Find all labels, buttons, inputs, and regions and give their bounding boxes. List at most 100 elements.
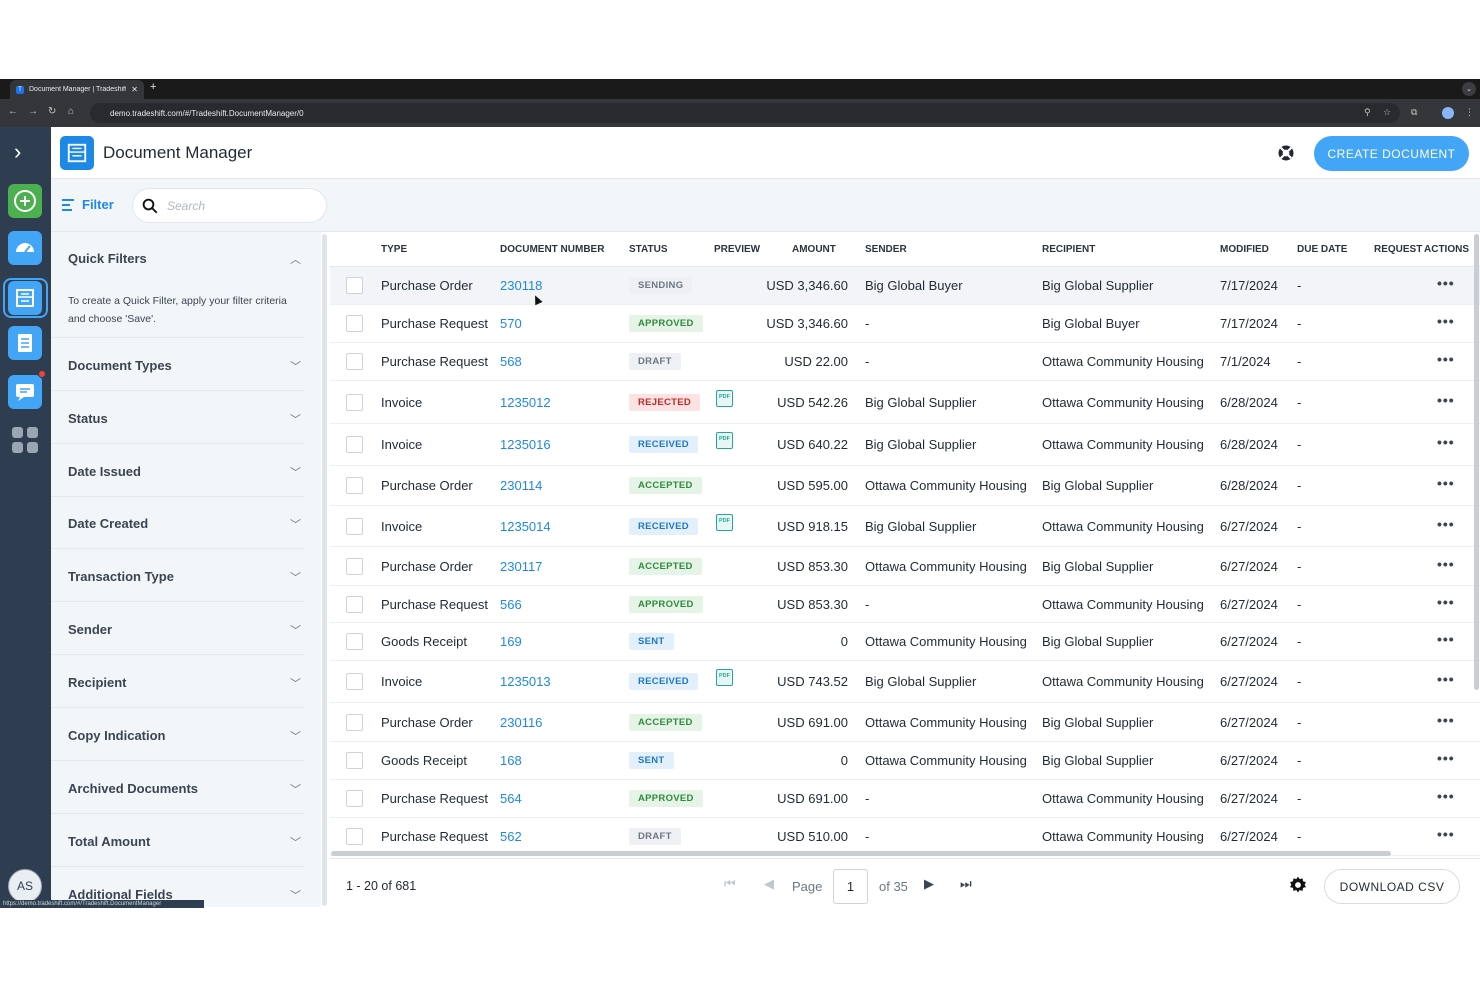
row-actions-more-icon[interactable]: •••	[1437, 313, 1455, 329]
row-checkbox[interactable]	[346, 714, 363, 731]
cell-document-number-link[interactable]: 1235013	[500, 674, 551, 689]
cell-document-number-link[interactable]: 230118	[500, 278, 543, 293]
next-page-icon[interactable]: ▶	[924, 876, 934, 891]
dashboard-icon[interactable]	[8, 231, 42, 265]
row-checkbox[interactable]	[346, 790, 363, 807]
table-row[interactable]: Goods Receipt 168 SENT 0 Ottawa Community Ho…	[330, 742, 1480, 780]
table-row[interactable]: Purchase Order 230116 ACCEPTED USD 691.00 Ot…	[330, 703, 1480, 742]
row-checkbox[interactable]	[346, 436, 363, 453]
add-icon[interactable]	[8, 184, 42, 218]
cell-document-number-link[interactable]: 230116	[500, 715, 543, 730]
cell-document-number-link[interactable]: 568	[500, 354, 522, 369]
table-row[interactable]: Invoice 1235014 RECEIVED PDF USD 918.15 Big G…	[330, 506, 1480, 547]
row-actions-more-icon[interactable]: •••	[1437, 556, 1455, 572]
browser-menu-icon[interactable]: ⋮	[1465, 107, 1474, 117]
cell-document-number-link[interactable]: 566	[500, 597, 522, 612]
chevron-up-icon[interactable]: ︿	[290, 254, 301, 266]
chevron-down-icon[interactable]: ﹀	[290, 625, 301, 637]
cell-document-number-link[interactable]: 564	[500, 791, 522, 806]
cell-document-number-link[interactable]: 1235016	[500, 437, 551, 452]
row-actions-more-icon[interactable]: •••	[1437, 671, 1455, 687]
chevron-down-icon[interactable]: ﹀	[290, 519, 301, 531]
table-row[interactable]: Purchase Request 564 APPROVED USD 691.00 - Ot…	[330, 780, 1480, 818]
apps-grid-icon[interactable]	[12, 427, 38, 453]
pdf-preview-icon[interactable]: PDF	[716, 514, 733, 531]
cell-document-number-link[interactable]: 570	[500, 316, 522, 331]
column-header-modified[interactable]: MODIFIED	[1220, 244, 1269, 255]
table-row[interactable]: Purchase Order 230118 SENDING USD 3,346.60 B…	[330, 267, 1480, 305]
chevron-down-icon[interactable]: ﹀	[290, 678, 301, 690]
messages-icon[interactable]	[8, 375, 42, 409]
chevron-down-icon[interactable]: ﹀	[290, 414, 301, 426]
row-actions-more-icon[interactable]: •••	[1437, 275, 1455, 291]
table-row[interactable]: Invoice 1235012 REJECTED PDF USD 542.26 Big G…	[330, 381, 1480, 424]
column-header-recipient[interactable]: RECIPIENT	[1042, 244, 1096, 255]
sidebar-scrollbar[interactable]	[322, 234, 327, 906]
tab-close-icon[interactable]: ✕	[131, 85, 138, 94]
tasks-icon[interactable]	[8, 326, 42, 360]
filter-section-copy-indication[interactable]: Copy Indication ﹀	[51, 708, 304, 761]
filter-section-transaction-type[interactable]: Transaction Type ﹀	[51, 549, 304, 602]
back-icon[interactable]: ←	[8, 106, 18, 117]
filter-section-date-issued[interactable]: Date Issued ﹀	[51, 444, 304, 497]
row-actions-more-icon[interactable]: •••	[1437, 750, 1455, 766]
table-vertical-scrollbar[interactable]	[1474, 234, 1479, 690]
cell-document-number-link[interactable]: 169	[500, 634, 522, 649]
table-horizontal-scrollbar[interactable]	[331, 851, 1391, 856]
row-checkbox[interactable]	[346, 752, 363, 769]
pdf-preview-icon[interactable]: PDF	[716, 390, 733, 407]
column-header-request[interactable]: REQUEST	[1374, 244, 1423, 255]
chevron-down-icon[interactable]: ﹀	[290, 837, 301, 849]
address-bar[interactable]: demo.tradeshift.com/#/Tradeshift.Documen…	[90, 103, 1400, 123]
filter-section-archived-documents[interactable]: Archived Documents ﹀	[51, 761, 304, 814]
search-box[interactable]	[132, 188, 327, 223]
table-row[interactable]: Purchase Order 230117 ACCEPTED USD 853.30 Ot…	[330, 547, 1480, 586]
filter-section-status[interactable]: Status ﹀	[51, 391, 304, 444]
cell-document-number-link[interactable]: 562	[500, 829, 522, 844]
row-checkbox[interactable]	[346, 633, 363, 650]
column-header-status[interactable]: STATUS	[629, 244, 668, 255]
column-header-preview[interactable]: PREVIEW	[714, 244, 761, 255]
page-number-input[interactable]	[833, 869, 868, 904]
filter-section-additional-fields[interactable]: Additional Fields ﹀	[51, 867, 304, 907]
row-checkbox[interactable]	[346, 558, 363, 575]
search-input[interactable]	[167, 198, 317, 213]
row-actions-more-icon[interactable]: •••	[1437, 594, 1455, 610]
row-actions-more-icon[interactable]: •••	[1437, 392, 1455, 408]
row-actions-more-icon[interactable]: •••	[1437, 434, 1455, 450]
filter-section-total-amount[interactable]: Total Amount ﹀	[51, 814, 304, 867]
row-actions-more-icon[interactable]: •••	[1437, 475, 1455, 491]
chevron-down-icon[interactable]: ﹀	[290, 890, 301, 902]
chevron-right-icon[interactable]: ›	[14, 139, 22, 164]
table-row[interactable]: Purchase Request 568 DRAFT USD 22.00 - Ottawa…	[330, 343, 1480, 381]
row-actions-more-icon[interactable]: •••	[1437, 712, 1455, 728]
cell-document-number-link[interactable]: 1235014	[500, 519, 551, 534]
table-row[interactable]: Invoice 1235016 RECEIVED PDF USD 640.22 Big G…	[330, 424, 1480, 466]
table-row[interactable]: Purchase Order 230114 ACCEPTED USD 595.00 Ot…	[330, 466, 1480, 506]
column-header-amount[interactable]: AMOUNT	[792, 244, 836, 255]
row-actions-more-icon[interactable]: •••	[1437, 351, 1455, 367]
profile-icon[interactable]	[1442, 107, 1454, 119]
column-header-due-date[interactable]: DUE DATE	[1297, 244, 1348, 255]
filter-section-document-types[interactable]: Document Types ﹀	[51, 338, 304, 391]
table-row[interactable]: Purchase Request 566 APPROVED USD 853.30 - Ot…	[330, 586, 1480, 623]
last-page-icon[interactable]: ⏭	[960, 876, 972, 891]
cell-document-number-link[interactable]: 168	[500, 753, 522, 768]
filter-section-sender[interactable]: Sender ﹀	[51, 602, 304, 655]
filter-section-date-created[interactable]: Date Created ﹀	[51, 496, 304, 549]
row-checkbox[interactable]	[346, 596, 363, 613]
row-actions-more-icon[interactable]: •••	[1437, 826, 1455, 842]
row-actions-more-icon[interactable]: •••	[1437, 516, 1455, 532]
row-actions-more-icon[interactable]: •••	[1437, 631, 1455, 647]
extensions-icon[interactable]: ⧉	[1411, 107, 1418, 117]
document-manager-icon[interactable]	[8, 281, 42, 315]
gear-icon[interactable]	[1288, 875, 1308, 895]
create-document-button[interactable]: CREATE DOCUMENT	[1314, 136, 1469, 171]
cell-document-number-link[interactable]: 230114	[500, 478, 543, 493]
row-checkbox[interactable]	[346, 673, 363, 690]
chevron-down-icon[interactable]: ﹀	[290, 361, 301, 373]
new-tab-icon[interactable]: +	[150, 81, 157, 93]
row-checkbox[interactable]	[346, 477, 363, 494]
download-csv-button[interactable]: DOWNLOAD CSV	[1324, 869, 1460, 904]
table-row[interactable]: Invoice 1235013 RECEIVED PDF USD 743.52 Big G…	[330, 661, 1480, 703]
